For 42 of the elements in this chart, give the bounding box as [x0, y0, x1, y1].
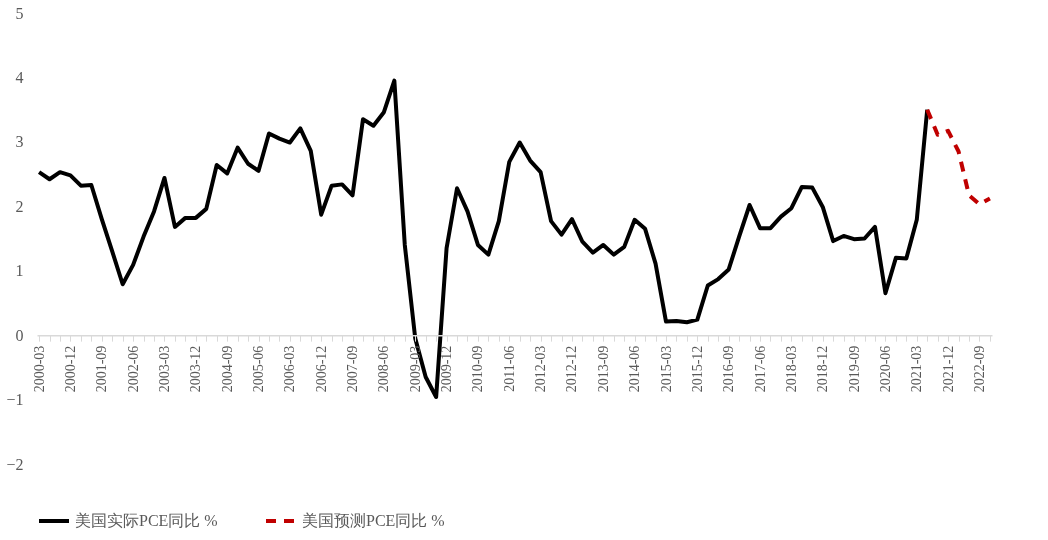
x-tick-label: 2013-09 — [595, 345, 611, 393]
x-tick-label: 2021-12 — [940, 345, 956, 393]
y-tick-label: 5 — [15, 4, 24, 22]
x-tick-label: 2005-06 — [251, 345, 267, 393]
y-tick-label: 2 — [15, 197, 24, 215]
y-tick-label: 4 — [15, 68, 24, 86]
x-tick-label: 2003-12 — [188, 345, 204, 393]
line-series — [925, 107, 992, 207]
y-tick-label: −2 — [6, 455, 24, 473]
x-tick-label: 2020-06 — [877, 345, 893, 393]
x-tick-label: 2021-03 — [909, 345, 925, 393]
y-tick-label: −1 — [6, 391, 24, 409]
x-tick-label: 2016-09 — [721, 345, 737, 393]
x-tick-label: 2011-06 — [501, 345, 517, 392]
x-tick-label: 2003-03 — [156, 345, 172, 393]
x-tick-label: 2009-03 — [407, 345, 423, 393]
x-tick-label: 2010-09 — [470, 345, 486, 393]
x-tick-label: 2000-03 — [31, 345, 47, 393]
y-tick-label: 3 — [15, 133, 24, 151]
x-tick-label: 2012-12 — [564, 345, 580, 393]
x-tick-label: 2018-12 — [815, 345, 831, 393]
x-tick-label: 2000-12 — [62, 345, 78, 393]
x-tick-label: 2012-03 — [533, 345, 549, 393]
x-tick-label: 2002-06 — [125, 345, 141, 393]
x-tick-label: 2015-03 — [658, 345, 674, 393]
x-tick-label: 2006-12 — [313, 345, 329, 393]
legend-label: 美国预测PCE同比 % — [302, 512, 445, 529]
x-tick-label: 2022-09 — [971, 345, 987, 393]
legend-label: 美国实际PCE同比 % — [75, 512, 218, 529]
x-tick-label: 2008-06 — [376, 345, 392, 393]
x-tick-label: 2014-06 — [627, 345, 643, 393]
x-tick-label: 2019-09 — [846, 345, 862, 393]
x-tick-label: 2004-09 — [219, 345, 235, 393]
x-tick-label: 2009-12 — [439, 345, 455, 393]
y-tick-label: 0 — [15, 326, 24, 344]
x-tick-label: 2017-06 — [752, 345, 768, 393]
x-tick-label: 2006-03 — [282, 345, 298, 393]
x-tick-label: 2018-03 — [783, 345, 799, 393]
x-tick-label: 2015-12 — [689, 345, 705, 393]
x-tick-label: 2007-09 — [345, 345, 361, 393]
y-tick-label: 1 — [15, 262, 24, 280]
x-tick-label: 2001-09 — [94, 345, 110, 393]
